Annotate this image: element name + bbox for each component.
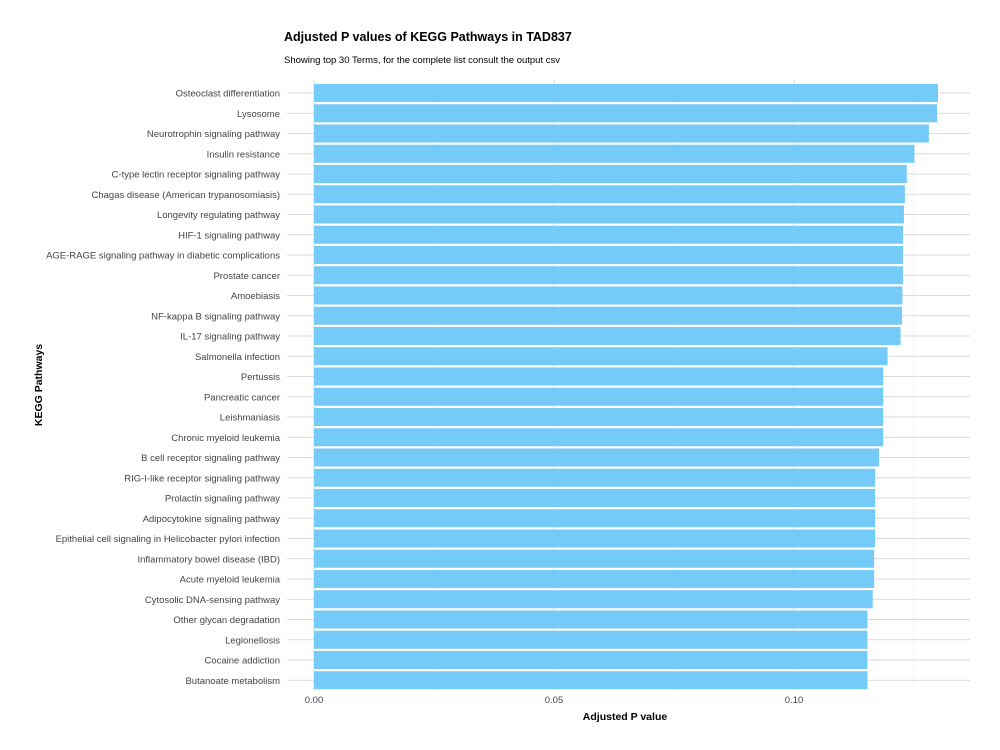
category-label: Lysosome	[237, 109, 280, 120]
category-label: Cytosolic DNA-sensing pathway	[145, 595, 280, 606]
bar	[314, 468, 876, 487]
bar	[314, 84, 938, 102]
category-label: Legionellosis	[225, 635, 280, 646]
bar	[314, 489, 876, 507]
bar	[314, 104, 938, 123]
bar	[314, 408, 884, 426]
bar	[314, 205, 904, 224]
bar	[314, 347, 888, 366]
category-label: Leishmaniasis	[220, 413, 280, 424]
x-tick-label: 0.10	[785, 695, 804, 706]
chart-title: Adjusted P values of KEGG Pathways in TA…	[284, 30, 572, 44]
category-label: Chronic myeloid leukemia	[171, 433, 280, 444]
bar	[314, 286, 903, 305]
bar	[314, 225, 903, 244]
category-label: C-type lectin receptor signaling pathway	[112, 170, 281, 181]
bar	[314, 590, 873, 609]
bar	[314, 165, 907, 183]
category-label: Other glycan degradation	[173, 615, 280, 626]
bar	[314, 306, 902, 325]
bar	[314, 630, 868, 649]
bar	[314, 387, 884, 406]
bar	[314, 671, 868, 690]
category-label: Insulin resistance	[207, 149, 280, 160]
bar	[314, 266, 903, 285]
category-label: Osteoclast differentiation	[176, 89, 280, 100]
category-labels: Osteoclast differentiation Lysosome Neurot…	[46, 89, 281, 687]
x-tick-label: 0.05	[545, 695, 564, 706]
bar	[314, 327, 901, 345]
category-label: Chagas disease (American trypanosomiasis…	[92, 190, 281, 201]
category-label: Inflammatory bowel disease (IBD)	[137, 554, 280, 565]
category-label: Pancreatic cancer	[204, 392, 280, 403]
x-tick-labels: 0.00 0.05 0.10	[305, 695, 804, 706]
category-label: Butanoate metabolism	[185, 676, 280, 687]
bar	[314, 610, 868, 629]
x-tick-label: 0.00	[305, 695, 324, 706]
bar	[314, 529, 876, 548]
x-axis-title: Adjusted P value	[583, 711, 668, 723]
bar	[314, 246, 903, 264]
category-label: Adipocytokine signaling pathway	[143, 514, 281, 525]
category-label: RIG-I-like receptor signaling pathway	[124, 473, 280, 484]
category-label: Acute myeloid leukemia	[180, 575, 281, 586]
bar	[314, 428, 884, 447]
y-axis-title: KEGG Pathways	[33, 344, 45, 426]
chart-subtitle: Showing top 30 Terms, for the complete l…	[284, 55, 560, 66]
bar	[314, 367, 884, 386]
category-label: HIF-1 signaling pathway	[178, 230, 280, 241]
bar	[314, 549, 875, 568]
bars	[314, 84, 938, 690]
bar	[314, 185, 905, 204]
category-label: Longevity regulating pathway	[157, 210, 280, 221]
bar	[314, 124, 929, 143]
bar	[314, 144, 915, 163]
category-label: Salmonella infection	[195, 352, 280, 363]
bar	[314, 509, 876, 528]
bar	[314, 651, 868, 669]
category-label: Neurotrophin signaling pathway	[147, 129, 280, 140]
category-label: Prolactin signaling pathway	[165, 494, 280, 505]
bar	[314, 570, 875, 588]
category-label: AGE-RAGE signaling pathway in diabetic c…	[46, 251, 280, 262]
category-label: NF-kappa B signaling pathway	[151, 311, 280, 322]
category-label: Pertussis	[241, 372, 280, 383]
bar	[314, 448, 879, 467]
category-label: IL-17 signaling pathway	[180, 332, 280, 343]
category-label: Prostate cancer	[213, 271, 280, 282]
category-label: Epithelial cell signaling in Helicobacte…	[56, 534, 280, 545]
category-label: Cocaine addiction	[204, 656, 280, 667]
category-label: B cell receptor signaling pathway	[141, 453, 280, 464]
category-label: Amoebiasis	[231, 291, 280, 302]
